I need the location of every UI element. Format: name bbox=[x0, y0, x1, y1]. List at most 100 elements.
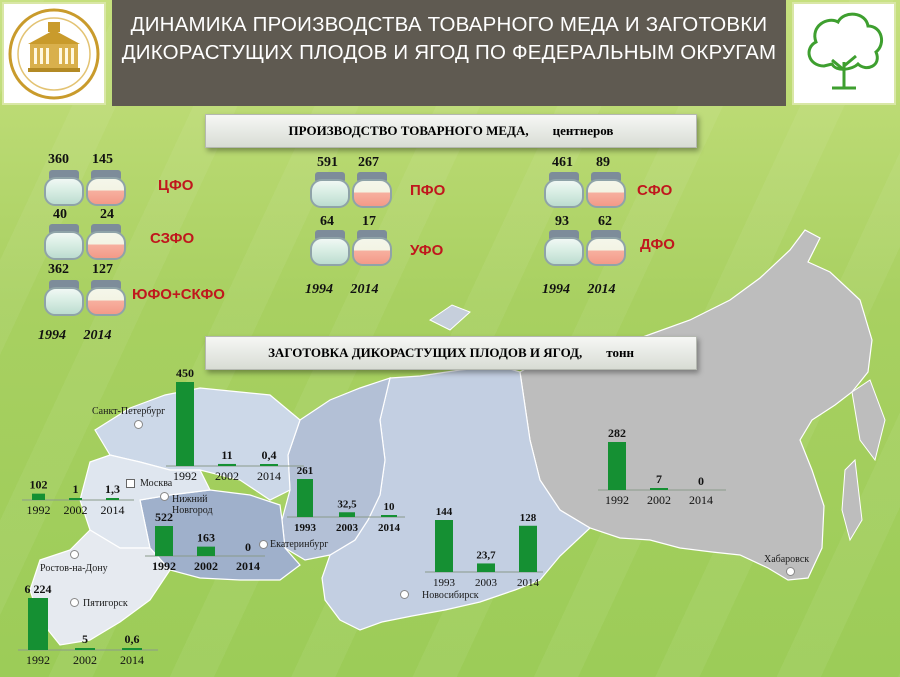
honey-banner-label: ПРОИЗВОДСТВО ТОВАРНОГО МЕДА, bbox=[288, 123, 529, 138]
bar-value-label: 1 bbox=[73, 482, 79, 496]
bar-category-label: 2014 bbox=[236, 559, 260, 573]
bar-category-label: 2002 bbox=[64, 503, 88, 517]
region-label: ДФО bbox=[640, 236, 675, 253]
bar-value-label: 6 224 bbox=[25, 582, 52, 596]
city-marker bbox=[70, 598, 79, 607]
tree-logo bbox=[792, 2, 896, 105]
honey-jar-icon bbox=[352, 172, 392, 208]
bar bbox=[435, 520, 453, 572]
honey-value: 62 bbox=[598, 214, 612, 229]
city-marker bbox=[400, 590, 409, 599]
bar bbox=[28, 598, 48, 650]
region-label: СЗФО bbox=[150, 230, 195, 247]
bar-value-label: 23,7 bbox=[476, 549, 496, 561]
city-label-nsk: Новосибирск bbox=[422, 590, 479, 601]
bar-category-label: 2002 bbox=[73, 653, 97, 667]
island-kamchatka bbox=[851, 379, 886, 462]
bar-category-label: 2002 bbox=[194, 559, 218, 573]
bar-value-label: 128 bbox=[520, 512, 537, 524]
bar bbox=[75, 648, 95, 650]
honey-jar-icon bbox=[86, 280, 126, 316]
region-dfo bbox=[519, 229, 873, 581]
bar-chart: 261 1993 32,5 2003 10 2014 bbox=[287, 465, 405, 534]
bar-category-label: 1992 bbox=[173, 469, 197, 483]
bar-category-label: 1992 bbox=[26, 653, 50, 667]
bar bbox=[519, 525, 537, 572]
honey-jar-icon bbox=[44, 224, 84, 260]
tree-icon bbox=[807, 12, 884, 90]
bar-category-label: 2003 bbox=[336, 522, 359, 534]
bar-value-label: 5 bbox=[82, 632, 88, 646]
bar-value-label: 0,4 bbox=[262, 448, 277, 462]
region-pfo bbox=[139, 489, 301, 581]
city-label-khabarovsk: Хабаровск bbox=[764, 554, 810, 565]
honey-value: 145 bbox=[92, 152, 113, 167]
honey-years: 1994 2014 bbox=[38, 328, 112, 343]
berries-banner-label: ЗАГОТОВКА ДИКОРАСТУЩИХ ПЛОДОВ И ЯГОД, bbox=[268, 345, 583, 360]
honey-value: 40 bbox=[53, 207, 67, 222]
capital-marker bbox=[126, 479, 135, 488]
city-label-pyatigorsk: Пятигорск bbox=[83, 598, 128, 609]
bar-category-label: 2003 bbox=[475, 577, 498, 589]
bar-value-label: 522 bbox=[155, 510, 173, 524]
honey-value: 461 bbox=[552, 155, 573, 170]
honey-jar-icon bbox=[352, 230, 392, 266]
city-marker bbox=[259, 540, 268, 549]
bar-value-label: 0 bbox=[698, 474, 704, 488]
honey-years: 1994 2014 bbox=[305, 282, 379, 297]
region-label: УФО bbox=[410, 242, 444, 259]
bar bbox=[381, 515, 397, 517]
honey-jar-icon bbox=[310, 172, 350, 208]
honey-banner: ПРОИЗВОДСТВО ТОВАРНОГО МЕДА, центнеров bbox=[205, 114, 697, 148]
bar-category-label: 2002 bbox=[647, 493, 671, 507]
honey-jar-icon bbox=[310, 230, 350, 266]
honey-years: 1994 2014 bbox=[542, 282, 616, 297]
city-label-rostov: Ростов-на-Дону bbox=[40, 563, 108, 574]
bar-value-label: 1,3 bbox=[105, 482, 120, 496]
honey-jar-icon bbox=[544, 172, 584, 208]
bar-category-label: 1992 bbox=[152, 559, 176, 573]
bar-chart: 6 224 1992 5 2002 0,6 2014 bbox=[18, 582, 158, 667]
bar-value-label: 450 bbox=[176, 366, 194, 380]
bar-value-label: 10 bbox=[384, 501, 396, 513]
bar-value-label: 102 bbox=[30, 478, 48, 492]
region-label: ЮФО+СКФО bbox=[132, 286, 225, 303]
honey-value: 267 bbox=[358, 155, 379, 170]
honey-value: 93 bbox=[555, 214, 569, 229]
page-title: ДИНАМИКА ПРОИЗВОДСТВА ТОВАРНОГО МЕДА И З… bbox=[112, 0, 786, 106]
bar-category-label: 2014 bbox=[378, 522, 401, 534]
honey-jar-icon bbox=[86, 170, 126, 206]
city-label-nn: Новгород bbox=[172, 505, 213, 516]
bar-category-label: 1992 bbox=[605, 493, 629, 507]
duma-emblem-icon bbox=[8, 8, 100, 100]
city-label-ekb: Екатеринбург bbox=[270, 539, 329, 550]
bar-value-label: 261 bbox=[297, 465, 314, 477]
honey-value: 360 bbox=[48, 152, 69, 167]
bar bbox=[69, 498, 82, 500]
berries-banner: ЗАГОТОВКА ДИКОРАСТУЩИХ ПЛОДОВ И ЯГОД, то… bbox=[205, 336, 697, 370]
bar-category-label: 2014 bbox=[517, 577, 540, 589]
bar bbox=[650, 488, 668, 490]
honey-jar-icon bbox=[44, 170, 84, 206]
bar-value-label: 32,5 bbox=[337, 498, 357, 510]
bar bbox=[32, 493, 45, 500]
honey-jar-icon bbox=[586, 172, 626, 208]
bar-category-label: 1992 bbox=[27, 503, 51, 517]
bar-chart: 144 1993 23,7 2003 128 2014 bbox=[425, 506, 543, 589]
bar-value-label: 282 bbox=[608, 426, 626, 440]
honey-value: 24 bbox=[100, 207, 114, 222]
bar-value-label: 11 bbox=[221, 448, 232, 462]
honey-value: 127 bbox=[92, 262, 113, 277]
region-label: ЦФО bbox=[158, 177, 194, 194]
honey-value: 64 bbox=[320, 214, 334, 229]
city-label-spb: Санкт-Петербург bbox=[92, 406, 166, 417]
bar bbox=[176, 382, 194, 466]
bar bbox=[297, 479, 313, 517]
city-marker bbox=[786, 567, 795, 576]
bar bbox=[155, 526, 173, 556]
bar-charts-layer: 450 1992 11 2002 0,4 2014 102 1992 1 2002 1,3 2014 5… bbox=[18, 366, 726, 667]
bar bbox=[477, 563, 495, 572]
bar-value-label: 0 bbox=[245, 540, 251, 554]
bar-chart: 102 1992 1 2002 1,3 2014 bbox=[22, 478, 134, 517]
